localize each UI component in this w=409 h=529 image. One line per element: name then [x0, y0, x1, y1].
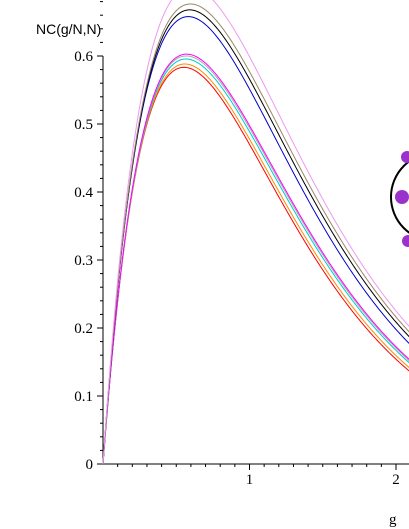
inset-node	[395, 190, 409, 204]
inset-ring	[390, 160, 409, 234]
y-tick-label: 0	[86, 457, 94, 473]
x-axis-label: g	[389, 512, 397, 528]
series-line	[102, 16, 409, 465]
series-line	[102, 0, 409, 465]
plot-area: 0 0.1 0.2 0.3 0.4 0.5 0.6 1 2	[74, 0, 409, 488]
series-line	[102, 53, 409, 465]
series-line	[102, 9, 409, 465]
y-tick-label: 0.6	[74, 49, 93, 65]
x-tick-label: 2	[392, 472, 400, 488]
x-tick-label: 1	[246, 472, 254, 488]
series-line	[102, 58, 409, 465]
y-tick-label: 0.3	[74, 253, 93, 269]
inset-node	[401, 151, 409, 163]
series-line	[102, 3, 409, 465]
y-axis-label: NC(g/N,N)	[36, 21, 101, 37]
series-line	[102, 63, 409, 465]
y-tick-label: 0.5	[74, 117, 93, 133]
y-tick-label: 0.1	[74, 389, 93, 405]
inset-diagram	[390, 151, 409, 247]
y-tick-label: 0.4	[74, 185, 93, 201]
y-tick-label: 0.2	[74, 321, 93, 337]
series-line	[102, 66, 409, 465]
inset-node	[402, 235, 409, 247]
